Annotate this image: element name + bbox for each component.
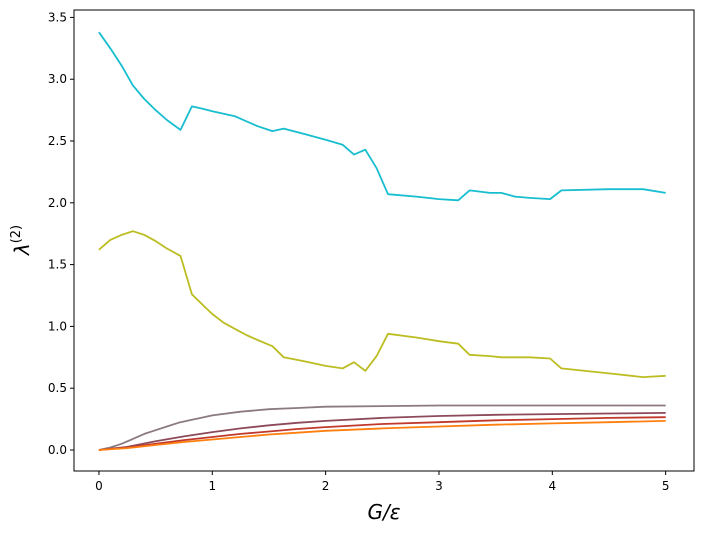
y-tick-label: 0.5 bbox=[48, 381, 67, 395]
y-axis-label-superscript: (2) bbox=[9, 225, 24, 243]
series-line-5 bbox=[98, 416, 666, 451]
x-tick-label: 5 bbox=[662, 479, 670, 493]
y-tick-label: 0.0 bbox=[48, 443, 67, 457]
series-layer bbox=[98, 31, 666, 451]
y-tick-label: 3.5 bbox=[48, 10, 67, 24]
series-line-2 bbox=[98, 230, 666, 379]
series-line-6 bbox=[98, 420, 666, 451]
y-axis: 0.0 0.5 1.0 1.5 2.0 2.5 3.0 3.5 bbox=[48, 10, 74, 457]
x-tick-label: 3 bbox=[435, 479, 443, 493]
x-tick-label: 0 bbox=[95, 479, 103, 493]
x-axis-label: G/ε bbox=[367, 500, 400, 524]
y-axis-label: λ(2) bbox=[9, 225, 34, 256]
y-tick-label: 1.0 bbox=[48, 319, 67, 333]
y-axis-label-base: λ bbox=[10, 243, 34, 256]
x-axis: 0 1 2 3 4 5 bbox=[95, 471, 669, 493]
series-line-3 bbox=[98, 404, 666, 451]
series-line-4 bbox=[98, 412, 666, 451]
plot-area bbox=[74, 10, 694, 471]
y-tick-label: 3.0 bbox=[48, 72, 67, 86]
x-tick-label: 4 bbox=[548, 479, 556, 493]
series-line-1 bbox=[98, 31, 666, 202]
x-tick-label: 1 bbox=[208, 479, 216, 493]
y-tick-label: 2.0 bbox=[48, 196, 67, 210]
x-tick-label: 2 bbox=[322, 479, 330, 493]
y-tick-label: 1.5 bbox=[48, 258, 67, 272]
y-tick-label: 2.5 bbox=[48, 134, 67, 148]
plot-frame bbox=[73, 9, 695, 472]
